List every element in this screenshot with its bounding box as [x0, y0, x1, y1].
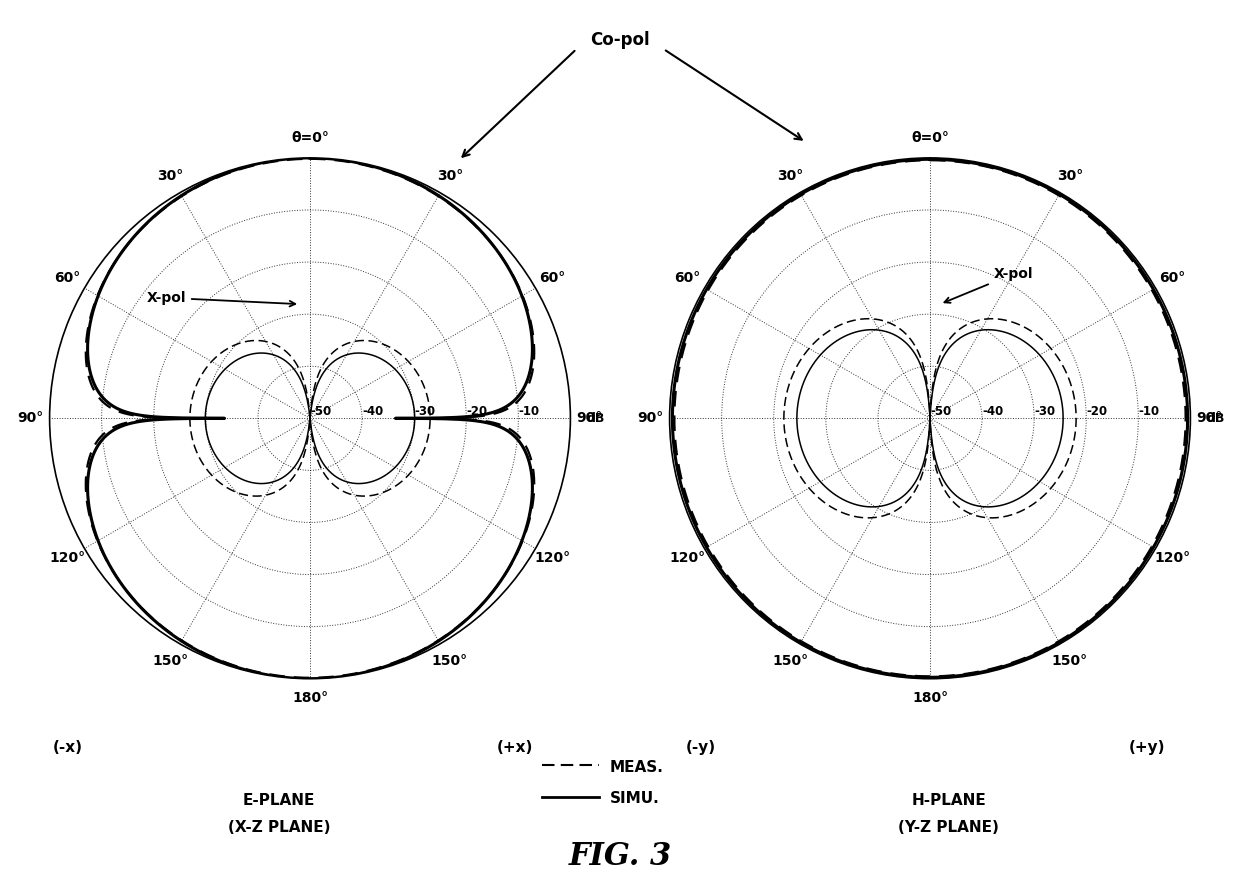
- Text: (+x): (+x): [496, 740, 533, 755]
- Text: (-y): (-y): [686, 740, 715, 755]
- Text: (+y): (+y): [1128, 740, 1166, 755]
- Text: dB: dB: [1207, 412, 1224, 425]
- Text: H-PLANE: H-PLANE: [911, 794, 986, 808]
- Text: (X-Z PLANE): (X-Z PLANE): [228, 821, 330, 835]
- Text: X-pol: X-pol: [146, 291, 295, 306]
- Text: FIG. 3: FIG. 3: [568, 841, 672, 872]
- Text: Co-pol: Co-pol: [590, 31, 650, 49]
- Text: (Y-Z PLANE): (Y-Z PLANE): [898, 821, 999, 835]
- Text: dB: dB: [587, 412, 604, 425]
- Text: SIMU.: SIMU.: [610, 791, 660, 805]
- Text: X-pol: X-pol: [945, 267, 1033, 303]
- Text: (-x): (-x): [53, 740, 83, 755]
- Text: MEAS.: MEAS.: [610, 760, 663, 774]
- Text: E-PLANE: E-PLANE: [243, 794, 315, 808]
